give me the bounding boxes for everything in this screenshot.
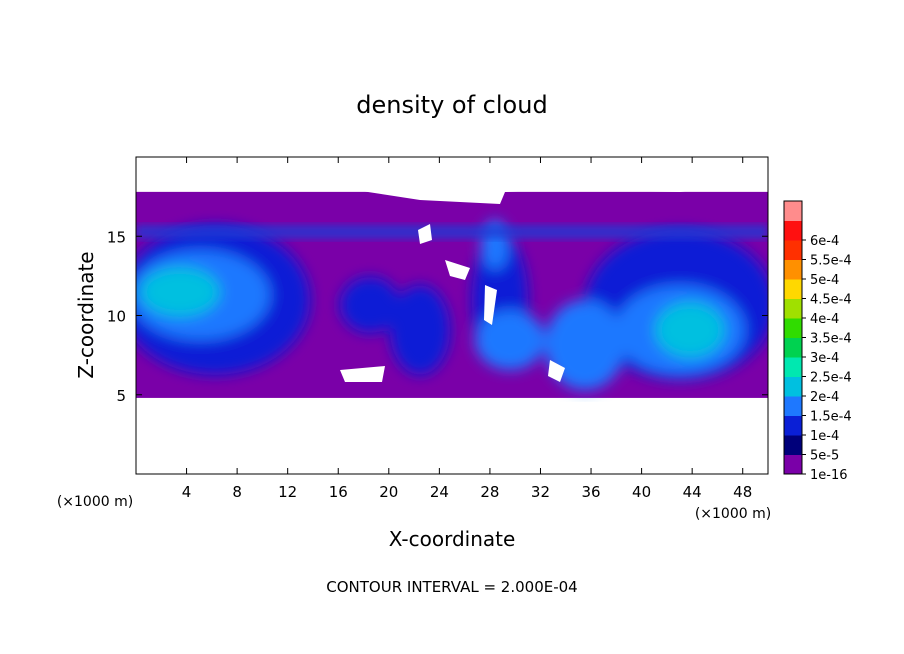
right-lobe bbox=[545, 300, 625, 390]
x-tick-label: 44 bbox=[683, 483, 702, 501]
colorbar-label: 5.5e-4 bbox=[810, 254, 852, 269]
colorbar-label: 6e-4 bbox=[810, 234, 839, 249]
x-tick-label: 4 bbox=[182, 483, 192, 501]
x-tick-label: 8 bbox=[232, 483, 242, 501]
colorbar-label: 1e-16 bbox=[810, 468, 848, 483]
plume-a bbox=[340, 277, 400, 333]
colorbar-label: 4.5e-4 bbox=[810, 293, 852, 308]
x-tick-label: 24 bbox=[430, 483, 449, 501]
y-tick-label: 10 bbox=[107, 308, 126, 326]
upper-band bbox=[136, 225, 768, 239]
colorbar-swatch bbox=[784, 279, 802, 299]
colorbar-label: 3.5e-4 bbox=[810, 332, 852, 347]
colorbar-swatch bbox=[784, 220, 802, 241]
plume-e bbox=[475, 310, 545, 370]
y-tick-label: 5 bbox=[116, 387, 126, 405]
colorbar-label: 3e-4 bbox=[810, 351, 839, 366]
x-tick-label: 48 bbox=[733, 483, 752, 501]
colorbar-label: 1.5e-4 bbox=[810, 410, 852, 425]
colorbar-label: 5e-4 bbox=[810, 273, 839, 288]
colorbar: 1e-16 5e-5 1e-4 1.5e-4 2e-4 2.5e-4 3e-4 3.5e-4 4… bbox=[783, 200, 852, 483]
x-tick-label: 16 bbox=[329, 483, 348, 501]
colorbar-swatch bbox=[784, 298, 802, 319]
colorbar-swatch bbox=[784, 240, 802, 260]
colorbar-swatch bbox=[784, 318, 802, 338]
colorbar-swatch bbox=[784, 201, 802, 221]
colorbar-swatch bbox=[784, 435, 802, 455]
plume-b bbox=[390, 285, 450, 375]
colorbar-swatch bbox=[784, 337, 802, 358]
colorbar-label: 2e-4 bbox=[810, 390, 839, 405]
x-tick-label: 40 bbox=[632, 483, 651, 501]
x-tick-label: 12 bbox=[278, 483, 297, 501]
y-tick-label: 15 bbox=[107, 228, 126, 246]
x-axis: 4 8 12 16 20 24 28 32 36 40 44 48 bbox=[182, 157, 752, 501]
colorbar-label: 5e-5 bbox=[810, 449, 839, 464]
x-tick-label: 32 bbox=[531, 483, 550, 501]
density-field bbox=[136, 157, 768, 474]
colorbar-swatch bbox=[784, 259, 802, 280]
colorbar-label: 2.5e-4 bbox=[810, 371, 852, 386]
contour-interval-note: CONTOUR INTERVAL = 2.000E-04 bbox=[326, 578, 577, 596]
clear-patches bbox=[136, 157, 768, 474]
colorbar-swatch bbox=[784, 454, 802, 475]
x-axis-label: X-coordinate bbox=[389, 527, 516, 551]
y-axis: 5 10 15 bbox=[107, 228, 768, 405]
x-unit-left: (×1000 m) bbox=[57, 494, 133, 510]
x-unit-right: (×1000 m) bbox=[695, 506, 771, 522]
left-core-inner bbox=[140, 267, 220, 317]
colorbar-label: 4e-4 bbox=[810, 312, 839, 327]
y-axis-label: Z-coordinate bbox=[74, 251, 98, 378]
right-core-inner bbox=[655, 302, 725, 358]
colorbar-swatch bbox=[784, 396, 802, 416]
colorbar-swatch bbox=[784, 357, 802, 377]
x-tick-label: 20 bbox=[379, 483, 398, 501]
chart-title: density of cloud bbox=[356, 91, 547, 119]
x-tick-label: 28 bbox=[480, 483, 499, 501]
colorbar-swatch bbox=[784, 415, 802, 436]
colorbar-swatch bbox=[784, 376, 802, 397]
x-tick-label: 36 bbox=[581, 483, 600, 501]
colorbar-label: 1e-4 bbox=[810, 429, 839, 444]
